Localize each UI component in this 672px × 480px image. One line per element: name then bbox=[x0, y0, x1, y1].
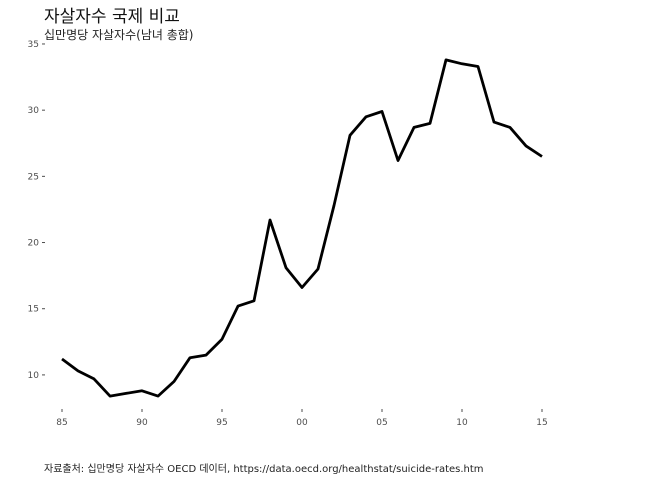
y-tick-label: 20 bbox=[28, 239, 40, 249]
data-point bbox=[285, 266, 288, 269]
x-tick-label: 15 bbox=[536, 418, 547, 428]
x-axis: 85 90 95 00 05 10 15 bbox=[56, 409, 548, 428]
data-point bbox=[429, 122, 432, 125]
data-point bbox=[141, 389, 144, 392]
data-point bbox=[381, 110, 384, 113]
data-point bbox=[253, 299, 256, 302]
data-point bbox=[317, 268, 320, 271]
x-tick-label: 85 bbox=[56, 418, 67, 428]
y-tick-label: 10 bbox=[28, 371, 40, 381]
data-point bbox=[125, 392, 128, 395]
data-point bbox=[189, 356, 192, 359]
data-point bbox=[525, 144, 528, 147]
x-tick-label: 05 bbox=[376, 418, 387, 428]
data-point bbox=[477, 65, 480, 68]
x-tick-label: 00 bbox=[296, 418, 308, 428]
data-point bbox=[237, 305, 240, 308]
data-point bbox=[61, 358, 64, 361]
data-point bbox=[269, 219, 272, 222]
data-point bbox=[205, 354, 208, 357]
x-tick-label: 90 bbox=[136, 418, 148, 428]
plot-series bbox=[61, 58, 544, 398]
data-point bbox=[541, 155, 544, 158]
data-point bbox=[461, 62, 464, 65]
y-tick-label: 30 bbox=[28, 106, 40, 116]
data-point bbox=[493, 121, 496, 124]
data-point bbox=[301, 286, 304, 289]
y-tick-label: 15 bbox=[28, 305, 39, 315]
chart-caption: 자료출처: 십만명당 자살자수 OECD 데이터, https://data.o… bbox=[44, 464, 484, 475]
data-point bbox=[509, 126, 512, 129]
data-point bbox=[397, 159, 400, 162]
data-point bbox=[221, 338, 224, 341]
x-tick-label: 10 bbox=[456, 418, 468, 428]
data-point bbox=[77, 370, 80, 373]
data-point bbox=[333, 204, 336, 207]
data-point bbox=[445, 58, 448, 61]
y-axis: 10 15 20 25 30 35 bbox=[28, 40, 45, 381]
x-tick-label: 95 bbox=[216, 418, 227, 428]
y-tick-label: 25 bbox=[28, 172, 39, 182]
series-line bbox=[61, 58, 543, 398]
chart-subtitle: 십만명당 자살자수(남녀 총합) bbox=[44, 28, 194, 42]
data-point bbox=[365, 115, 368, 118]
y-tick-label: 35 bbox=[28, 40, 39, 50]
data-point bbox=[173, 380, 176, 383]
data-point bbox=[349, 134, 352, 137]
data-point bbox=[109, 395, 112, 398]
data-point bbox=[93, 377, 96, 380]
data-point bbox=[413, 126, 416, 129]
data-point bbox=[157, 395, 160, 398]
chart-title: 자살자수 국제 비교 bbox=[44, 7, 180, 27]
